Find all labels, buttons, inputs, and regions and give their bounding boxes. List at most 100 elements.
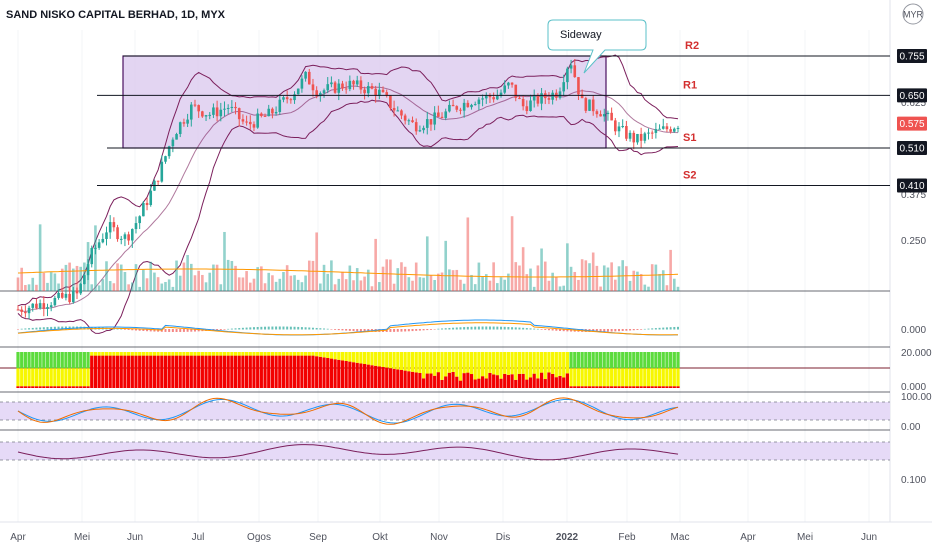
macd-histogram-bar	[241, 327, 244, 330]
macd-histogram-bar	[426, 329, 429, 331]
currency-badge[interactable]: MYR	[902, 3, 924, 25]
heat-bar-yellow	[141, 352, 145, 356]
macd-histogram-bar	[595, 329, 598, 332]
heat-bar-green	[665, 352, 669, 369]
time-axis-label: Ogos	[247, 532, 271, 543]
volume-bar	[153, 272, 156, 291]
level-label-r2: R2	[685, 40, 699, 52]
heat-bar-yellow	[510, 352, 514, 375]
macd-histogram-bar	[20, 328, 23, 330]
time-axis-label: Jun	[127, 532, 143, 543]
heat-bar-yellow	[569, 368, 573, 387]
heat-bar-green	[42, 352, 46, 369]
macd-histogram-bar	[448, 327, 451, 330]
heat-bar-yellow	[657, 368, 662, 387]
candle-body	[72, 290, 75, 303]
heat-bar-red	[141, 355, 145, 388]
volume-bar	[518, 265, 521, 291]
heat-bar-yellow	[469, 352, 474, 375]
price-tag-bg	[897, 49, 927, 63]
heat-bar-red	[200, 355, 204, 388]
heat-bar-red	[403, 370, 407, 388]
heat-bar-red	[598, 386, 603, 388]
volume-bar	[138, 286, 141, 291]
heat-bar-yellow	[617, 368, 621, 387]
heat-bar-yellow	[186, 352, 190, 356]
heat-bar-green	[610, 352, 614, 369]
heat-bar-red	[134, 355, 138, 388]
sideway-callout[interactable]: Sideway	[547, 19, 647, 74]
time-axis: Apr Mei Jun Jul Ogos Sep Okt Nov Dis 2022 Feb Mac Ap…	[10, 532, 877, 543]
candle-body	[448, 104, 451, 112]
heat-bar-red	[189, 355, 193, 388]
heat-bar-yellow	[233, 352, 238, 356]
heat-bar-yellow	[381, 352, 385, 367]
heat-bar-red	[163, 355, 168, 388]
heat-bar-red	[178, 355, 182, 388]
candle-body	[621, 126, 624, 128]
macd-histogram-bar	[418, 329, 421, 331]
macd-histogram-bar	[256, 326, 259, 330]
heat-bar-red	[503, 373, 507, 388]
heat-bar-yellow	[521, 352, 525, 374]
time-axis-label: Dis	[496, 532, 510, 543]
heat-bar-red	[396, 369, 400, 388]
macd-histogram-bar	[566, 329, 569, 332]
heat-bar-yellow	[53, 368, 57, 387]
heat-bar-red	[307, 355, 311, 388]
heat-bar-yellow	[230, 352, 234, 356]
volume-bar	[584, 260, 588, 291]
time-axis-label: Jun	[861, 532, 877, 543]
heat-bar-yellow	[628, 368, 632, 387]
macd-histogram-bar	[179, 329, 182, 332]
heat-bar-yellow	[495, 352, 499, 376]
heat-bar-red	[270, 355, 275, 388]
heat-bar-red	[237, 355, 241, 388]
price-tag-label: 0.650	[899, 91, 924, 102]
volume-bar	[271, 275, 274, 291]
candle-body	[38, 303, 42, 309]
candle-body	[676, 127, 680, 129]
macd-histogram-bar	[267, 326, 270, 330]
candle-body	[90, 248, 94, 265]
macd-histogram-bar	[559, 329, 562, 331]
heat-bar-red	[429, 373, 433, 388]
price-tag: 0.575	[897, 116, 927, 131]
indicator-axis-label: 0.00	[901, 422, 921, 433]
macd-histogram-bar	[603, 329, 606, 332]
heat-bar-yellow	[303, 352, 308, 356]
candle-body	[470, 104, 473, 108]
heat-bar-red	[160, 355, 164, 388]
volume-bar	[425, 236, 429, 291]
macd-histogram-bar	[31, 327, 34, 330]
stoch-d-line	[17, 397, 679, 425]
heat-bar-yellow	[267, 352, 271, 356]
heat-bar-red	[595, 386, 599, 388]
candle-body	[569, 65, 573, 69]
volume-bar	[455, 269, 459, 291]
candle-body	[459, 109, 462, 111]
volume-bar	[470, 274, 473, 291]
price-tag-label: 0.510	[899, 144, 924, 155]
heat-bar-red	[657, 386, 662, 388]
volume-bar	[16, 277, 20, 291]
heat-bar-red	[322, 357, 326, 388]
macd-histogram-bar	[252, 327, 255, 330]
macd-histogram-bar	[249, 327, 252, 330]
candle-body	[647, 132, 650, 134]
volume-bar	[488, 280, 492, 291]
price-tag-label: 0.410	[899, 181, 924, 192]
heat-bar-red	[469, 374, 474, 388]
macd-histogram-bar	[511, 327, 514, 330]
volume-bar	[591, 252, 595, 291]
heat-bar-red	[215, 355, 219, 388]
candle-body	[119, 238, 123, 240]
volume-bar	[311, 260, 315, 291]
candle-body	[145, 202, 149, 206]
macd-histogram-bar	[396, 329, 399, 332]
candle-body	[123, 234, 127, 239]
heat-bar-yellow	[595, 368, 599, 387]
heat-bar-red	[447, 372, 451, 388]
volume-bar	[319, 283, 322, 291]
